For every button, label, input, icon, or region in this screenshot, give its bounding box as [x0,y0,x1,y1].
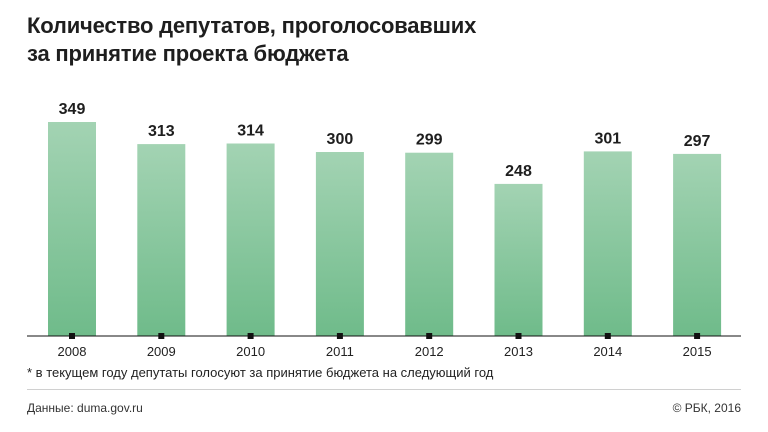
data-label-2008: 349 [59,101,86,118]
bar-2010 [226,143,275,336]
bar-2012 [405,152,454,336]
data-label-2010: 314 [237,123,264,140]
data-label-2014: 301 [594,130,621,147]
chart-title: Количество депутатов, проголосовавших за… [27,12,476,68]
tick-label-2010: 2010 [236,344,265,359]
data-label-2009: 313 [148,123,175,140]
bar-2008 [48,122,96,336]
tick-label-2013: 2013 [504,344,533,359]
chart-title-line-1: Количество депутатов, проголосовавших [27,13,477,38]
data-source: Данные: duma.gov.ru [27,401,143,415]
data-label-2015: 297 [684,133,711,150]
tick-mark-2015 [694,333,701,339]
tick-label-2011: 2011 [326,344,354,359]
data-label-2012: 299 [416,132,443,149]
x-axis-ticks: 2008 2009 2010 2011 2012 2013 2014 2015 [58,333,712,359]
bar-2015 [673,153,722,336]
tick-mark-2013 [515,333,522,339]
bar-2009 [137,144,186,336]
bar-2013 [494,183,543,336]
footer-divider [27,389,741,390]
tick-mark-2010 [247,333,254,339]
tick-mark-2012 [426,333,433,339]
tick-mark-2011 [336,333,343,339]
bar-2014 [583,151,632,336]
tick-label-2012: 2012 [415,344,444,359]
tick-mark-2008 [69,333,75,339]
bar-2011 [315,152,364,336]
chart-title-line-2: за принятие проекта бюджета [27,41,349,66]
tick-label-2009: 2009 [147,344,176,359]
tick-mark-2014 [604,333,611,339]
footnote: * в текущем году депутаты голосуют за пр… [27,365,494,380]
tick-label-2015: 2015 [683,344,712,359]
data-label-2013: 248 [505,163,532,180]
tick-label-2014: 2014 [593,344,622,359]
tick-label-2008: 2008 [58,344,87,359]
tick-mark-2009 [158,333,165,339]
data-label-2011: 300 [327,131,354,148]
bars-group: 349 313 314 300 299 248 301 297 [48,101,722,336]
copyright: © РБК, 2016 [672,401,741,415]
